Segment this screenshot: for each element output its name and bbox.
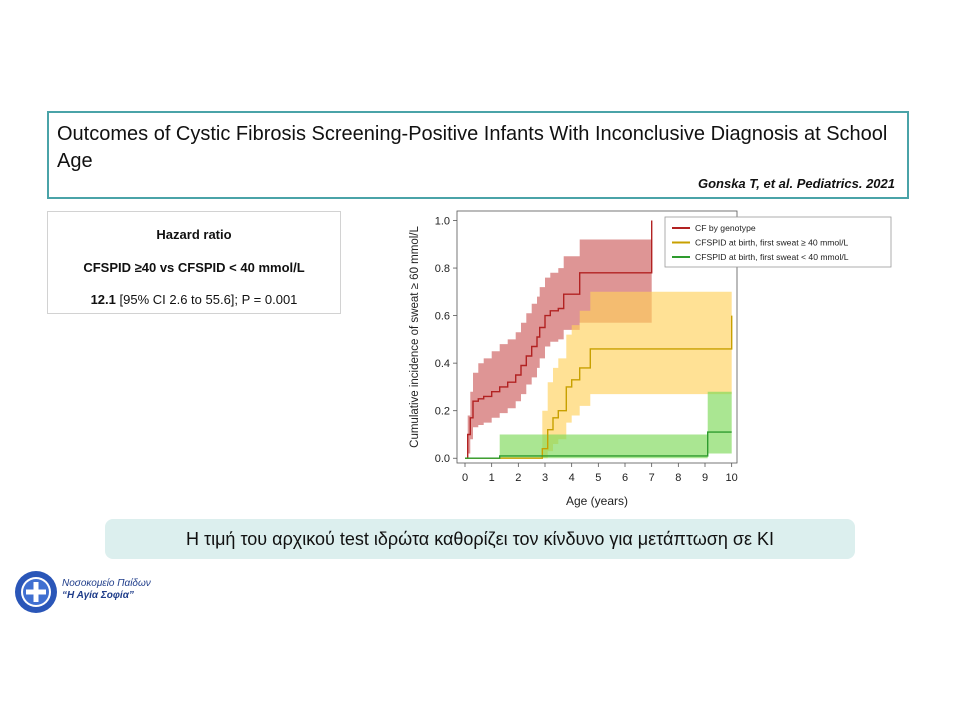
confidence-band-1	[465, 291, 732, 459]
x-tick-label: 3	[542, 472, 548, 484]
y-tick-label: 0.8	[435, 263, 450, 275]
series-lines	[465, 220, 733, 459]
x-tick-label: 4	[569, 472, 575, 484]
legend: CF by genotype CFSPID at birth, first swe…	[664, 216, 892, 268]
y-axis-label: Cumulative incidence of sweat ≥ 60 mmol/…	[409, 226, 421, 448]
conclusion-banner: Η τιμή του αρχικού test ιδρώτα καθορίζει…	[105, 519, 855, 559]
confidence-band-2	[465, 391, 732, 459]
series-line-2	[465, 431, 732, 459]
x-tick-label: 7	[649, 472, 655, 484]
hazard-ratio-ci: [95% CI 2.6 to 55.6]; P = 0.001	[115, 292, 298, 307]
hazard-ratio-number: 12.1	[90, 292, 116, 307]
series-line-0	[465, 220, 653, 459]
legend-entry-1: CFSPID at birth, first sweat ≥ 40 mmol/L	[695, 238, 848, 248]
x-tick-label: 5	[595, 472, 601, 484]
hospital-name-line1: Νοσοκομείο Παίδων	[62, 578, 151, 589]
legend-box	[664, 216, 892, 268]
x-tick-label: 1	[489, 472, 495, 484]
hazard-ratio-value: 12.1 [95% CI 2.6 to 55.6]; P = 0.001	[48, 292, 340, 307]
y-tick-label: 1.0	[435, 216, 450, 228]
hazard-ratio-box: Hazard ratio CFSPID ≥40 vs CFSPID < 40 m…	[47, 211, 341, 314]
citation: Gonska T, et al. Pediatrics. 2021	[697, 176, 895, 191]
slide-title: Outcomes of Cystic Fibrosis Screening-Po…	[57, 123, 888, 172]
x-tick-label: 8	[675, 472, 681, 484]
y-tick-label: 0.2	[435, 406, 450, 418]
hospital-name: Νοσοκομείο Παίδων “Η Αγία Σοφία”	[62, 578, 151, 602]
title-box: Outcomes of Cystic Fibrosis Screening-Po…	[47, 111, 909, 199]
plot-frame	[456, 210, 738, 464]
hospital-logo-icon	[15, 571, 57, 613]
axes: 0 1 2 3 4 5 6 7 8 9 10 0.0 0.2 0.4 0.6 0.8 1.0 Age (years…	[409, 210, 738, 508]
x-tick-label: 6	[622, 472, 628, 484]
hospital-name-line2: “Η Αγία Σοφία”	[62, 590, 134, 601]
x-tick-label: 10	[726, 472, 738, 484]
hazard-ratio-comparison: CFSPID ≥40 vs CFSPID < 40 mmol/L	[83, 260, 305, 275]
y-tick-label: 0.0	[435, 453, 450, 465]
y-tick-label: 0.4	[435, 358, 450, 370]
chart-container: 0 1 2 3 4 5 6 7 8 9 10 0.0 0.2 0.4 0.6 0.8 1.0 Age (years…	[405, 205, 905, 515]
x-tick-label: 9	[702, 472, 708, 484]
cumulative-incidence-chart: 0 1 2 3 4 5 6 7 8 9 10 0.0 0.2 0.4 0.6 0.8 1.0 Age (years…	[409, 210, 892, 508]
legend-entry-0: CF by genotype	[695, 223, 756, 233]
hazard-ratio-title: Hazard ratio	[156, 227, 232, 242]
x-tick-label: 2	[515, 472, 521, 484]
x-axis-label: Age (years)	[566, 494, 628, 508]
series-line-1	[465, 315, 733, 459]
y-tick-label: 0.6	[435, 311, 450, 323]
legend-entry-2: CFSPID at birth, first sweat < 40 mmol/L	[695, 252, 849, 262]
x-tick-label: 0	[462, 472, 468, 484]
confidence-bands	[465, 239, 732, 459]
